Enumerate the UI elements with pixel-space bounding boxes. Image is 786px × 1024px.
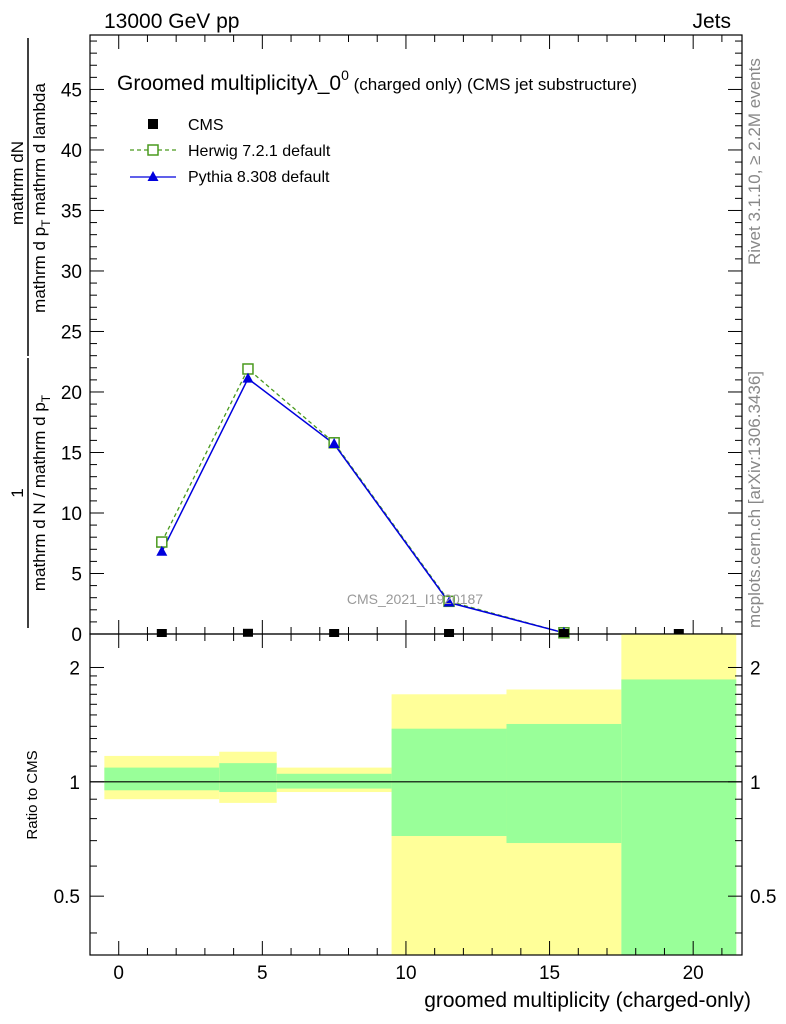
ratio-y-axis-label: Ratio to CMS [24,750,41,839]
legend-herwig-marker [147,144,159,156]
main-y-tick-label: 45 [61,80,82,101]
ratio-panel: 0 5 10 15 20 0.5 0.5 1 1 2 2 [54,620,776,984]
ratio-band-green [104,767,220,791]
ratio-y-tick-label-right: 2 [750,658,761,679]
legend-cms-label: CMS [188,117,224,134]
category-label: Jets [692,10,731,33]
main-y-tick-label: 15 [61,443,82,464]
legend-cms-marker [148,119,158,129]
legend-pythia-marker [147,171,159,181]
herwig-marker [242,363,254,375]
x-tick-label: 15 [539,963,560,984]
x-tick-label: 10 [395,963,416,984]
ratio-band-green [219,763,277,793]
analysis-watermark: CMS_2021_I1920187 [347,591,483,607]
main-y-tick-label: 5 [71,564,82,585]
ylabel-derivative-numerator: mathrm dN [8,141,27,225]
x-tick-label: 20 [683,963,704,984]
ratio-y-tick-label-right: 0.5 [750,887,776,908]
ratio-band-green [621,679,737,955]
main-y-tick-label: 30 [61,262,82,283]
cms-marker [444,629,455,637]
ylabel-prefactor-numerator: 1 [8,488,27,497]
ratio-band-green [276,773,392,789]
legend-pythia-label: Pythia 8.308 default [188,169,330,186]
main-panel: 0 5 10 15 20 25 30 35 40 45 [61,34,743,648]
main-y-tick-label: 40 [61,141,82,162]
x-tick-label: 5 [257,963,268,984]
legend: CMS Herwig 7.2.1 default Pythia 8.308 de… [130,117,331,186]
ratio-y-tick-label-right: 1 [750,773,761,794]
cms-marker [329,629,340,637]
pythia-marker [328,438,340,449]
ylabel-derivative-denominator: mathrm d pTmathrm d lambda [30,83,53,313]
pythia-marker [156,545,168,556]
legend-herwig-label: Herwig 7.2.1 default [188,143,331,160]
mcplots-label: mcplots.cern.ch [arXiv:1306.3436] [745,371,764,628]
herwig-marker [156,536,168,548]
ratio-band-green [506,723,622,844]
x-tick-label: 0 [113,963,124,984]
cms-marker [156,629,167,637]
x-axis-label: groomed multiplicity (charged-only) [424,989,751,1012]
ratio-frame [89,633,743,956]
cms-marker [673,629,684,637]
main-y-tick-label: 0 [71,625,82,646]
herwig-line [161,367,565,634]
main-y-tick-label: 35 [61,201,82,222]
main-y-tick-label: 20 [61,383,82,404]
main-y-tick-label: 25 [61,322,82,343]
rivet-version-label: Rivet 3.1.10, ≥ 2.2M events [745,58,764,265]
main-y-axis-label: 1 mathrm d N / mathrm d pT mathrm dN mat… [8,38,53,628]
ylabel-prefactor-denominator: mathrm d N / mathrm d pT [30,394,53,591]
plot-title: Groomed multiplicityλ_00 (charged only) … [117,67,637,95]
ratio-y-tick-label: 0.5 [54,887,80,908]
ratio-y-tick-label: 1 [69,773,80,794]
main-y-tick-label: 10 [61,504,82,525]
pythia-marker [443,596,455,607]
cms-marker [558,629,569,637]
pythia-marker [242,372,254,383]
ratio-y-tick-label: 2 [69,658,80,679]
cms-marker [242,628,253,637]
energy-label: 13000 GeV pp [104,10,239,33]
